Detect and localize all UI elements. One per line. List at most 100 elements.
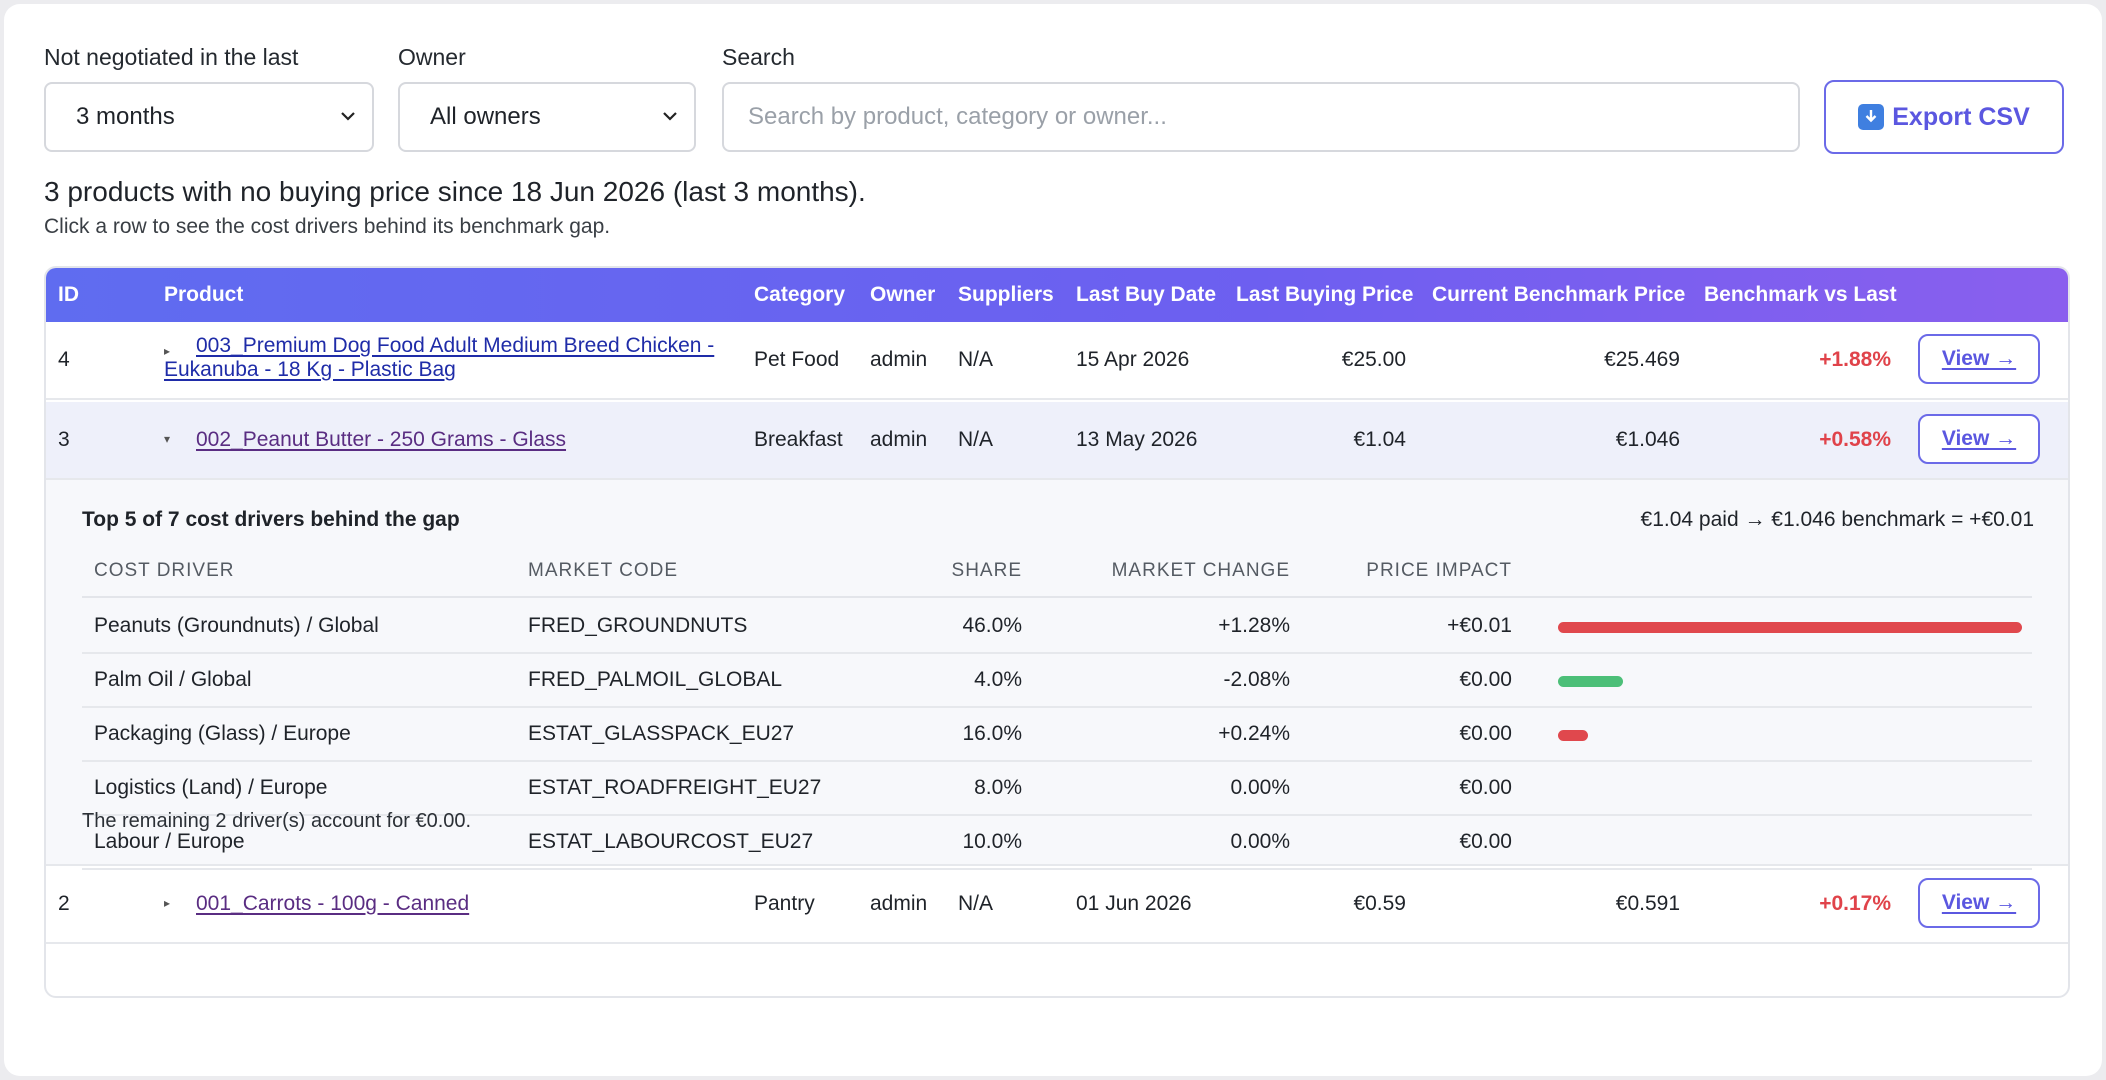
filter-bar: Not negotiated in the last 3 months Owne… <box>44 42 2064 156</box>
market-code: ESTAT_ROADFREIGHT_EU27 <box>528 776 822 799</box>
market-code: FRED_GROUNDNUTS <box>528 614 748 637</box>
view-button[interactable]: View → <box>1918 334 2040 384</box>
main-panel: Not negotiated in the last 3 months Owne… <box>4 4 2102 1076</box>
collapse-caret-icon[interactable]: ▾ <box>164 432 171 446</box>
result-summary: 3 products with no buying price since 18… <box>44 176 866 207</box>
row-last-price: €1.04 <box>1353 428 1406 451</box>
export-csv-button[interactable]: Export CSV <box>1824 80 2064 154</box>
export-csv-label: Export CSV <box>1892 102 2030 131</box>
search-label: Search <box>722 44 795 70</box>
price-impact: €0.00 <box>1459 722 1512 745</box>
row-id: 3 <box>58 428 70 451</box>
owner-filter: Owner All owners <box>398 42 696 152</box>
cost-driver-name: Peanuts (Groundnuts) / Global <box>94 614 379 637</box>
download-icon <box>1858 104 1885 130</box>
driver-share: 46.0% <box>962 614 1022 637</box>
view-button[interactable]: View → <box>1918 878 2040 928</box>
header-id: ID <box>58 283 79 306</box>
cost-driver-name: Packaging (Glass) / Europe <box>94 722 351 745</box>
header-category: Category <box>754 283 846 306</box>
table-header: ID Product Category Owner Suppliers Last… <box>46 268 2068 322</box>
view-button[interactable]: View → <box>1918 414 2040 464</box>
header-market-code: MARKET CODE <box>528 560 679 581</box>
header-last-buying-price: Last Buying Price <box>1236 283 1414 306</box>
product-link[interactable]: 002_Peanut Butter - 250 Grams - Glass <box>196 428 567 451</box>
product-link[interactable]: 001_Carrots - 100g - Canned <box>196 892 470 915</box>
result-hint: Click a row to see the cost drivers behi… <box>44 215 611 238</box>
market-change: 0.00% <box>1230 776 1290 799</box>
period-filter: Not negotiated in the last 3 months <box>44 42 374 152</box>
owner-select-value: All owners <box>430 103 541 130</box>
row-owner: admin <box>870 892 928 915</box>
table-row[interactable]: 2 ▸ 001_Carrots - 100g - Canned Pantry a… <box>46 866 2068 944</box>
row-category: Pet Food <box>754 348 840 371</box>
header-owner: Owner <box>870 283 936 306</box>
cost-driver-row: Packaging (Glass) / Europe ESTAT_GLASSPAC… <box>82 708 2032 762</box>
market-code: ESTAT_LABOURCOST_EU27 <box>528 830 814 853</box>
cost-driver-row: Labour / Europe ESTAT_LABOURCOST_EU27 10.0… <box>82 816 2032 870</box>
driver-share: 10.0% <box>962 830 1022 853</box>
table-row-expanded[interactable]: 3 ▾ 002_Peanut Butter - 250 Grams - Glas… <box>46 402 2068 480</box>
row-owner: admin <box>870 428 928 451</box>
row-benchmark-price: €1.046 <box>1615 428 1680 451</box>
chevron-down-icon <box>663 112 677 121</box>
row-suppliers: N/A <box>958 428 994 451</box>
driver-share: 16.0% <box>962 722 1022 745</box>
header-product: Product <box>164 283 244 306</box>
header-market-change: MARKET CHANGE <box>1111 560 1290 581</box>
market-change: 0.00% <box>1230 830 1290 853</box>
cost-driver-name: Logistics (Land) / Europe <box>94 776 328 799</box>
row-last-price: €25.00 <box>1341 348 1406 371</box>
cost-drivers-panel: Top 5 of 7 cost drivers behind the gap €… <box>46 480 2068 870</box>
cost-driver-row: Palm Oil / Global FRED_PALMOIL_GLOBAL 4.0%… <box>82 654 2032 708</box>
product-link[interactable]: 003_Premium Dog Food Adult Medium Breed … <box>164 334 715 381</box>
row-last-buy-date: 15 Apr 2026 <box>1076 348 1190 371</box>
cost-driver-row: Logistics (Land) / Europe ESTAT_ROADFREIG… <box>82 762 2032 816</box>
driver-share: 4.0% <box>974 668 1022 691</box>
cost-driver-name: Palm Oil / Global <box>94 668 252 691</box>
row-id: 4 <box>58 348 70 371</box>
expand-caret-icon[interactable]: ▸ <box>164 344 171 358</box>
header-cost-driver: COST DRIVER <box>94 560 235 581</box>
owner-filter-label: Owner <box>398 44 466 70</box>
period-select[interactable]: 3 months <box>44 82 374 152</box>
row-benchmark-price: €0.591 <box>1615 892 1680 915</box>
market-change: +1.28% <box>1218 614 1290 637</box>
period-select-value: 3 months <box>76 103 175 130</box>
row-delta: +0.17% <box>1819 892 1891 915</box>
products-table: ID Product Category Owner Suppliers Last… <box>44 266 2070 998</box>
price-impact: +€0.01 <box>1447 614 1512 637</box>
price-impact: €0.00 <box>1459 776 1512 799</box>
impact-bar <box>1558 622 2022 633</box>
row-suppliers: N/A <box>958 892 994 915</box>
header-suppliers: Suppliers <box>958 283 1054 306</box>
row-category: Breakfast <box>754 428 843 451</box>
table-row[interactable]: 4 ▸ 003_Premium Dog Food Adult Medium Br… <box>46 322 2068 400</box>
price-impact: €0.00 <box>1459 830 1512 853</box>
market-code: ESTAT_GLASSPACK_EU27 <box>528 722 795 745</box>
row-last-buy-date: 13 May 2026 <box>1076 428 1198 451</box>
expand-caret-icon[interactable]: ▸ <box>164 896 171 910</box>
row-category: Pantry <box>754 892 815 915</box>
header-benchmark-price: Current Benchmark Price <box>1432 283 1686 306</box>
chevron-down-icon <box>341 112 355 121</box>
driver-share: 8.0% <box>974 776 1022 799</box>
remaining-drivers-note: The remaining 2 driver(s) account for €0… <box>82 810 472 832</box>
impact-bar <box>1558 676 1623 687</box>
header-share: SHARE <box>951 560 1022 581</box>
impact-bar <box>1558 730 1588 741</box>
price-impact: €0.00 <box>1459 668 1512 691</box>
row-last-buy-date: 01 Jun 2026 <box>1076 892 1192 915</box>
cost-drivers-header: COST DRIVER MARKET CODE SHARE MARKET CHA… <box>82 546 2032 598</box>
cost-driver-name: Labour / Europe <box>94 830 245 853</box>
cost-drivers-title: Top 5 of 7 cost drivers behind the gap <box>82 508 460 531</box>
period-filter-label: Not negotiated in the last <box>44 44 299 70</box>
row-last-price: €0.59 <box>1353 892 1406 915</box>
header-benchmark-vs-last: Benchmark vs Last <box>1704 283 1897 306</box>
owner-select[interactable]: All owners <box>398 82 696 152</box>
search-input[interactable] <box>722 82 1800 152</box>
header-price-impact: PRICE IMPACT <box>1366 560 1512 581</box>
search-filter: Search <box>722 42 1800 152</box>
row-suppliers: N/A <box>958 348 994 371</box>
market-change: -2.08% <box>1223 668 1290 691</box>
